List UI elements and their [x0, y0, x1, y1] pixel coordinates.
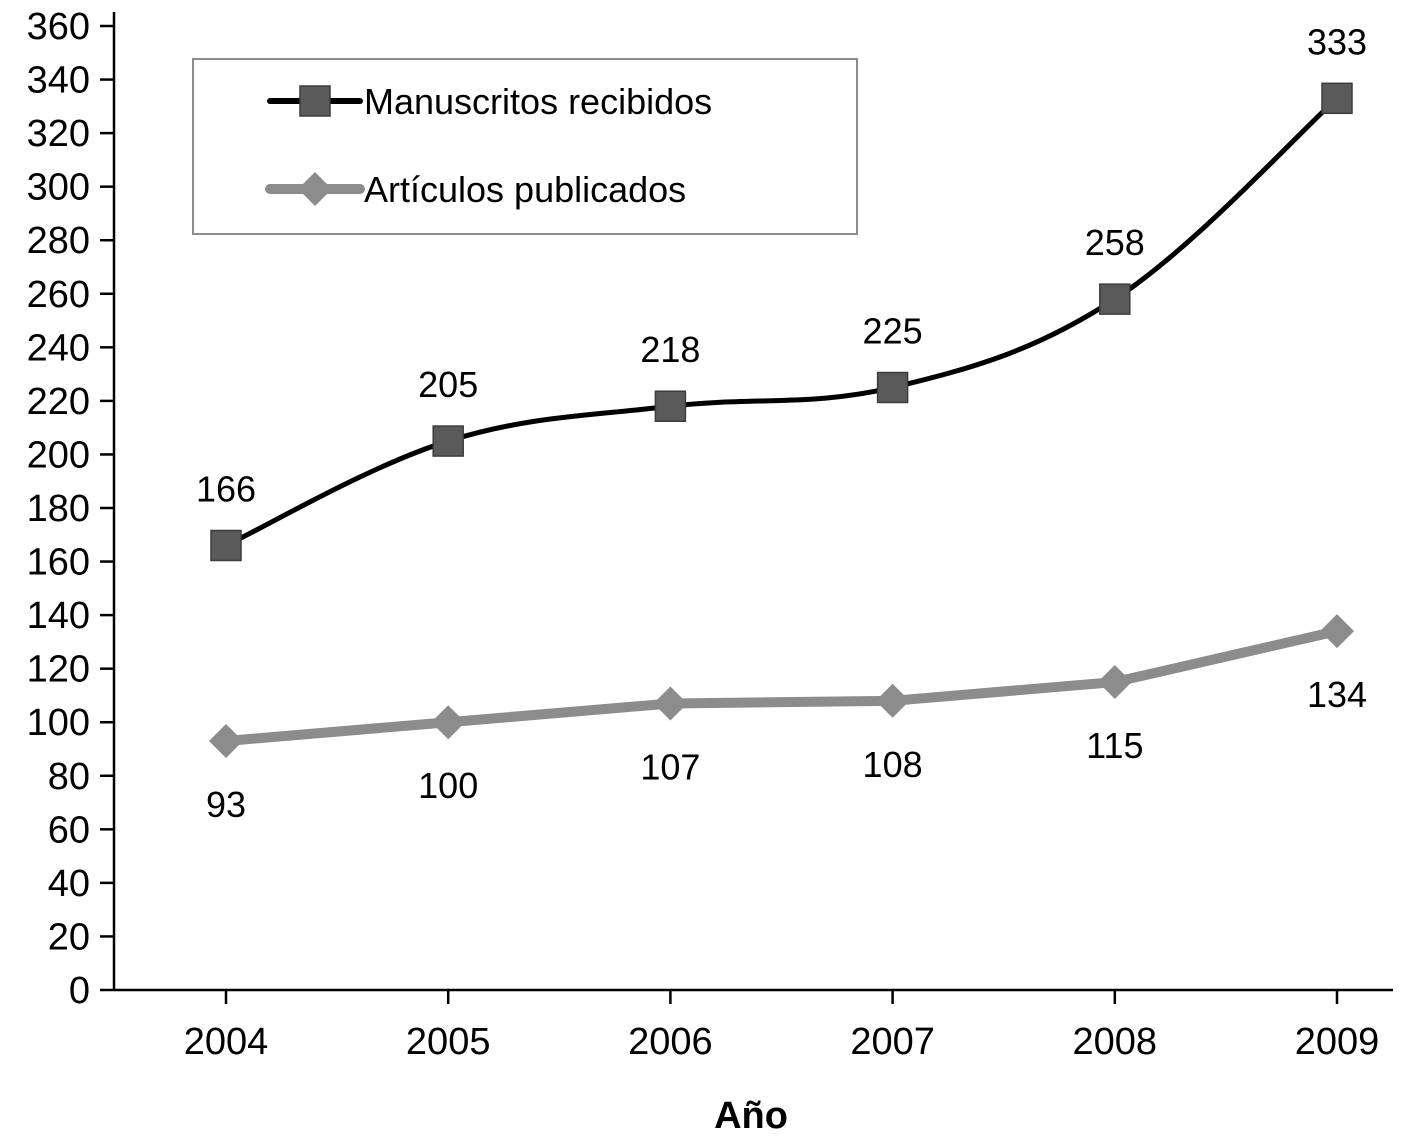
- x-axis-ticks: 2004 2005 2006 2007 2008 2009: [184, 990, 1380, 1063]
- y-tick-label: 300: [27, 167, 90, 209]
- y-tick-label: 80: [48, 756, 90, 798]
- x-tick-label: 2007: [850, 1021, 935, 1063]
- data-point: [1320, 614, 1354, 649]
- data-label: 166: [196, 468, 256, 509]
- data-point: [431, 705, 466, 740]
- data-label: 108: [863, 744, 923, 785]
- y-tick-label: 320: [27, 113, 90, 155]
- y-tick-label: 20: [48, 916, 90, 958]
- x-axis-title: Año: [714, 1095, 788, 1137]
- data-point: [1097, 665, 1132, 700]
- y-tick-label: 0: [69, 970, 90, 1012]
- y-tick-label: 280: [27, 220, 90, 262]
- data-label: 134: [1307, 674, 1367, 715]
- data-label: 115: [1086, 725, 1143, 766]
- data-point: [210, 529, 242, 562]
- data-point: [432, 425, 464, 457]
- y-tick-label: 360: [27, 6, 90, 48]
- data-label: 333: [1307, 21, 1367, 62]
- series-2: [209, 614, 1354, 758]
- data-label: 258: [1085, 222, 1145, 263]
- legend-item: Manuscritos recibidos: [267, 81, 712, 122]
- data-label: 225: [863, 311, 923, 352]
- x-tick-label: 2004: [184, 1021, 269, 1063]
- y-tick-label: 180: [27, 488, 90, 530]
- data-label: 205: [418, 364, 478, 405]
- y-tick-label: 100: [27, 702, 90, 744]
- y-tick-label: 220: [27, 381, 90, 423]
- y-tick-label: 260: [27, 274, 90, 316]
- x-tick-label: 2006: [628, 1021, 713, 1063]
- data-point: [1099, 283, 1131, 315]
- data-point: [653, 686, 688, 721]
- x-tick-label: 2009: [1295, 1021, 1380, 1063]
- y-tick-label: 120: [27, 649, 90, 691]
- y-tick-label: 40: [48, 863, 90, 905]
- legend-swatch-marker: [298, 172, 332, 206]
- legend-label: Manuscritos recibidos: [364, 81, 712, 122]
- data-point: [876, 371, 909, 404]
- data-point: [654, 390, 687, 422]
- legend-items: Manuscritos recibidos Artículos publicado…: [265, 81, 712, 210]
- y-tick-label: 200: [27, 434, 90, 476]
- data-label: 93: [206, 784, 246, 825]
- data-label: 218: [640, 329, 700, 370]
- data-point: [1321, 82, 1353, 115]
- legend-item: Artículos publicados: [265, 169, 686, 210]
- series-line: [221, 626, 1342, 746]
- y-tick-label: 160: [27, 542, 90, 584]
- legend-label: Artículos publicados: [364, 169, 686, 210]
- y-tick-label: 240: [27, 327, 90, 369]
- y-tick-label: 340: [27, 60, 90, 102]
- series-layer: [209, 82, 1354, 758]
- legend: Manuscritos recibidos Artículos publicado…: [192, 58, 858, 235]
- data-labels: 93 100 107 108 115 134 166 205 218 225 258 333: [196, 21, 1367, 825]
- y-axis-ticks: 0 20 40 60 80 100 120 140 160 180 200 220 240 260 280 3…: [27, 6, 114, 1012]
- y-tick-label: 60: [48, 809, 90, 851]
- data-point: [875, 683, 910, 718]
- x-tick-label: 2005: [406, 1021, 491, 1063]
- x-tick-label: 2008: [1073, 1021, 1158, 1063]
- series-line: [223, 95, 1340, 548]
- series-1: [210, 82, 1353, 562]
- y-tick-label: 140: [27, 595, 90, 637]
- data-label: 100: [418, 765, 478, 806]
- legend-swatch-marker: [299, 85, 331, 117]
- data-point: [209, 723, 243, 758]
- data-label: 107: [640, 746, 700, 787]
